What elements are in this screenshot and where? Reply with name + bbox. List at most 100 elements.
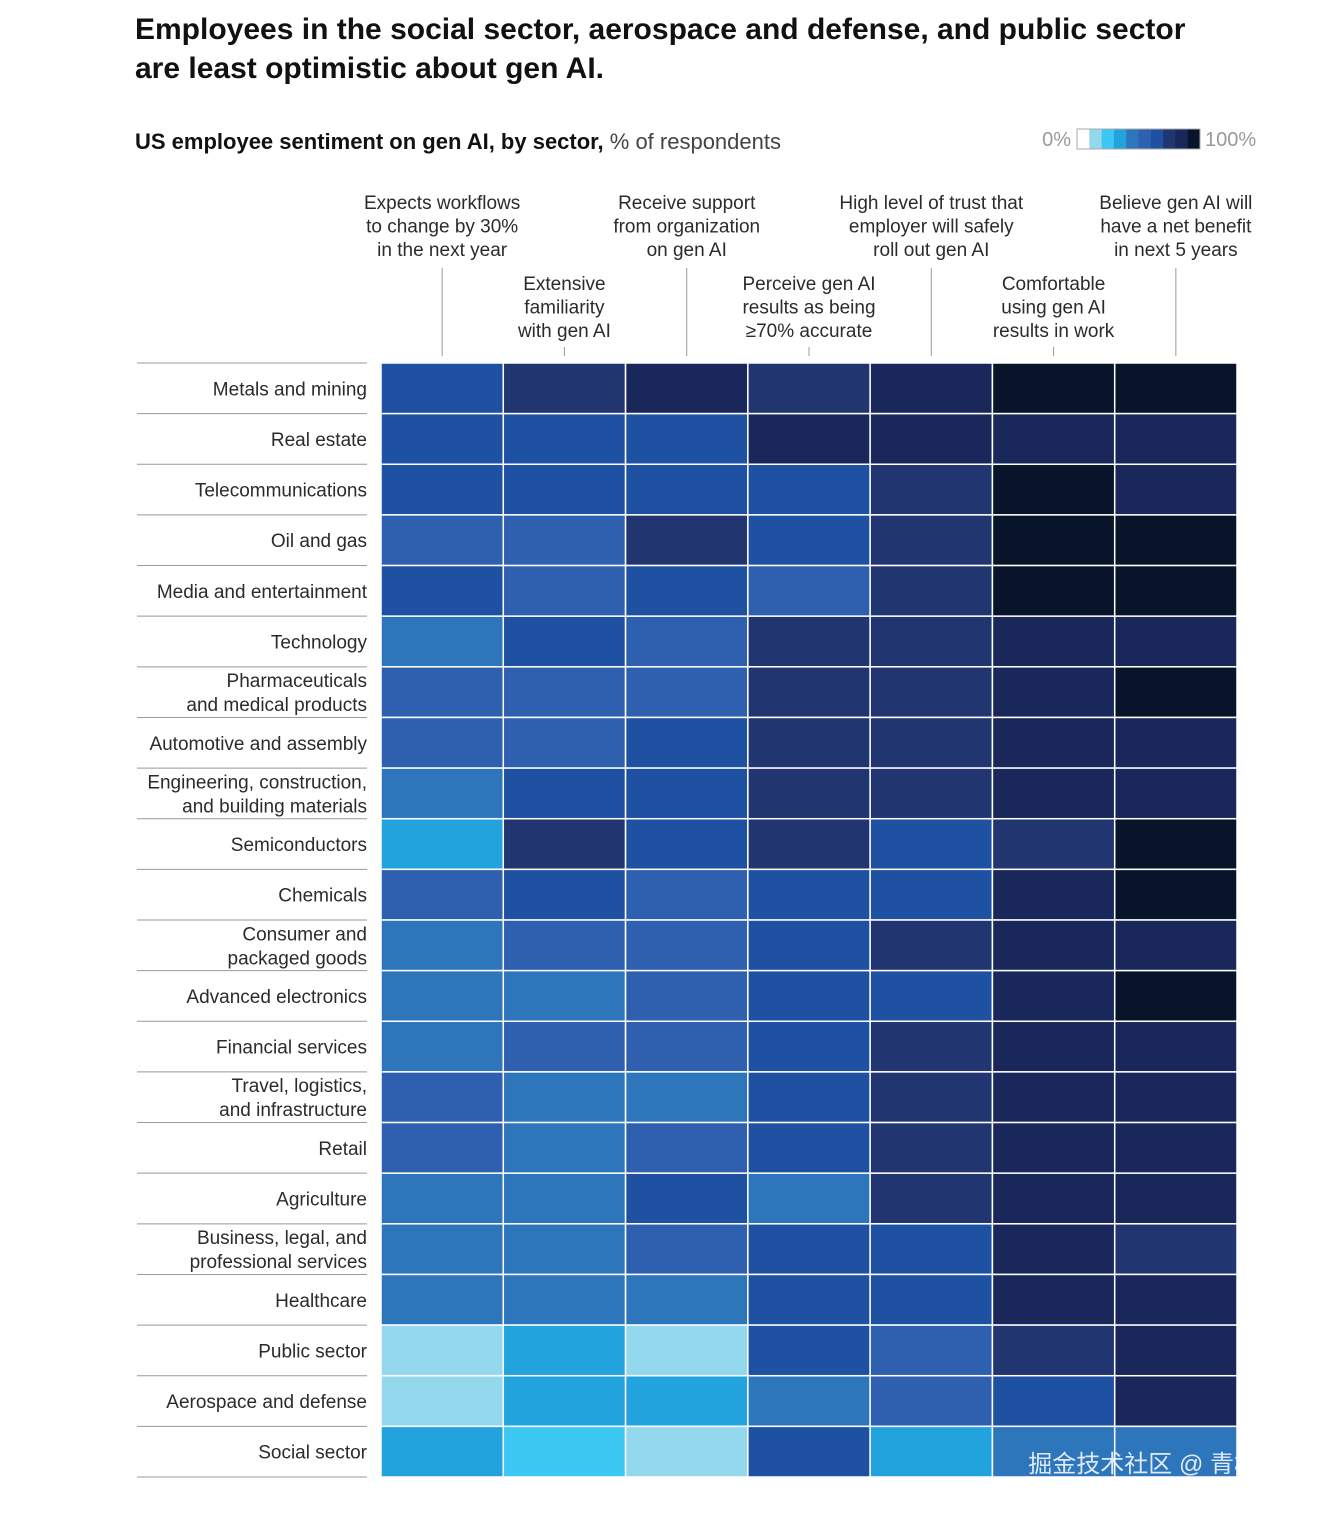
- heat-cell: [624, 463, 749, 516]
- row-label: Oil and gas: [271, 531, 367, 552]
- heat-cell: [747, 868, 871, 921]
- heat-cell: [1113, 919, 1238, 972]
- heat-cell: [624, 868, 749, 921]
- heat-cell: [1113, 1425, 1238, 1478]
- heat-cell: [869, 615, 994, 668]
- heat-cell: [869, 716, 994, 769]
- column-label: roll out gen AI: [873, 240, 989, 261]
- row-label: Media and entertainment: [157, 582, 368, 603]
- heat-cell: [380, 463, 505, 516]
- heat-cell: [747, 767, 871, 820]
- heat-cell: [624, 919, 749, 972]
- column-label: using gen AI: [1001, 298, 1106, 319]
- heat-cell: [502, 514, 627, 567]
- chart-title: Employees in the social sector, aerospac…: [135, 13, 1186, 46]
- heat-cell: [502, 1273, 627, 1326]
- heat-cell: [624, 1172, 749, 1225]
- heat-cell: [380, 1273, 505, 1326]
- heat-cell: [624, 716, 749, 769]
- column-label: from organization: [613, 217, 760, 238]
- column-label: in next 5 years: [1114, 240, 1238, 261]
- row-label: Financial services: [216, 1038, 367, 1059]
- heat-cell: [380, 716, 505, 769]
- column-label: results as being: [742, 298, 875, 319]
- heat-cell: [1113, 463, 1238, 516]
- column-label: Extensive: [523, 274, 605, 295]
- heat-cell: [991, 767, 1116, 820]
- heat-cell: [1113, 1374, 1238, 1428]
- heat-cell: [869, 919, 994, 972]
- heat-cell: [991, 1223, 1116, 1276]
- heat-cell: [747, 362, 871, 415]
- row-label: Chemicals: [278, 886, 367, 907]
- heat-cell: [869, 1324, 994, 1377]
- heat-cell: [502, 1020, 627, 1073]
- heat-cell: [380, 514, 505, 567]
- heat-cell: [991, 514, 1116, 567]
- heat-cell: [1113, 1273, 1238, 1326]
- heat-cell: [1113, 412, 1238, 466]
- column-label: Believe gen AI will: [1099, 193, 1252, 214]
- legend-swatch: [1126, 129, 1139, 149]
- legend-swatch: [1077, 129, 1090, 149]
- heat-cell: [991, 868, 1116, 921]
- heat-cell: [624, 1020, 749, 1073]
- heat-cell: [747, 615, 871, 668]
- row-label: Public sector: [258, 1341, 367, 1362]
- heat-cell: [1113, 1324, 1238, 1377]
- row-label: Engineering, construction,: [147, 772, 367, 793]
- legend-swatch: [1113, 129, 1127, 149]
- legend-swatch: [1138, 129, 1152, 149]
- column-label: to change by 30%: [366, 217, 518, 238]
- heat-cell: [991, 817, 1116, 871]
- heat-cell: [502, 767, 627, 820]
- heat-cell: [624, 666, 749, 719]
- heat-cell: [869, 767, 994, 820]
- legend-swatch: [1101, 129, 1115, 149]
- heat-cell: [380, 362, 505, 415]
- legend-swatch: [1187, 129, 1201, 149]
- row-label: Pharmaceuticals: [227, 671, 367, 692]
- heat-cell: [502, 969, 627, 1023]
- watermark: 掘金技术社区 @ 青梅主码: [1028, 1451, 1306, 1478]
- row-label: Healthcare: [275, 1291, 367, 1312]
- legend-label: 0%: [1042, 129, 1071, 151]
- heat-cell: [869, 1273, 994, 1326]
- heat-cell: [502, 362, 627, 415]
- heat-cell: [624, 615, 749, 668]
- chart-subtitle: US employee sentiment on gen AI, by sect…: [135, 129, 781, 154]
- heat-cell: [380, 1425, 505, 1478]
- heat-cell: [1113, 868, 1238, 921]
- column-label: Receive support: [618, 193, 756, 214]
- row-label: Metals and mining: [213, 379, 367, 400]
- row-label: Aerospace and defense: [166, 1392, 367, 1413]
- heat-cell: [747, 817, 871, 871]
- heat-cell: [502, 666, 627, 719]
- heat-cell: [991, 564, 1116, 617]
- heat-cell: [502, 1324, 627, 1377]
- heat-cell: [502, 564, 627, 617]
- heat-cell: [1113, 666, 1238, 719]
- heat-cell: [869, 1425, 994, 1478]
- heat-cell: [747, 514, 871, 567]
- heat-cell: [380, 564, 505, 617]
- heat-cell: [747, 919, 871, 972]
- heat-cell: [869, 1071, 994, 1124]
- heat-cell: [747, 1223, 871, 1276]
- row-label: Technology: [271, 633, 368, 654]
- heat-cell: [869, 412, 994, 466]
- heat-cell: [380, 817, 505, 871]
- row-label: Business, legal, and: [197, 1228, 367, 1249]
- heat-cell: [747, 1324, 871, 1377]
- heat-cell: [747, 969, 871, 1023]
- heat-cell: [747, 1071, 871, 1124]
- heat-cell: [991, 1324, 1116, 1377]
- heat-cell: [502, 868, 627, 921]
- heat-cell: [624, 1324, 749, 1377]
- heat-cell: [624, 564, 749, 617]
- row-label: Social sector: [258, 1443, 367, 1464]
- legend-swatch: [1163, 129, 1176, 149]
- column-label: on gen AI: [647, 240, 727, 261]
- column-label: Expects workflows: [364, 193, 520, 214]
- legend-frame: [1076, 128, 1201, 150]
